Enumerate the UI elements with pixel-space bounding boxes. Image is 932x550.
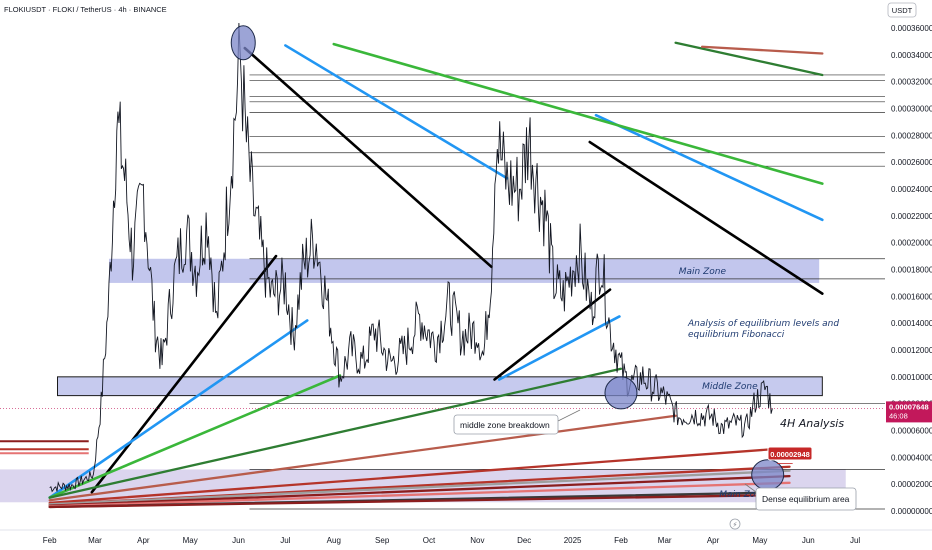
highlight-circle — [604, 376, 638, 410]
last-price-tag: 0.00007648 46:08 — [886, 401, 932, 423]
y-tick-label: 0.00002000 — [891, 480, 932, 489]
symbol-header: FLOKIUSDT · FLOKI / TetherUS · 4h · BINA… — [4, 5, 167, 14]
trend-line — [48, 319, 309, 499]
zone-label-main-upper: Main Zone — [679, 267, 727, 277]
currency-button[interactable]: USDT — [887, 2, 917, 18]
zone-label-main-lower: Main Zone — [719, 490, 767, 500]
y-tick-label: 0.00026000 — [891, 158, 932, 167]
y-tick-label: 0.00016000 — [891, 292, 932, 301]
y-tick-label: 0.00020000 — [891, 239, 932, 248]
trend-line — [243, 46, 493, 269]
timeframe-label: 4H Analysis — [780, 417, 844, 430]
trend-line — [48, 469, 791, 506]
y-tick-label: 0.00012000 — [891, 346, 932, 355]
x-tick-label: Oct — [423, 536, 436, 545]
y-tick-label: 0.00032000 — [891, 78, 932, 87]
trend-line — [332, 42, 824, 185]
y-tick-label: 0.00022000 — [891, 212, 932, 221]
trend-line — [48, 493, 791, 509]
trend-line — [48, 367, 623, 499]
y-tick-label: 0.00028000 — [891, 131, 932, 140]
event-marker[interactable]: ⚡ — [729, 518, 741, 530]
trend-line — [674, 41, 824, 77]
x-tick-label: Jul — [850, 536, 860, 545]
x-tick-label: Aug — [327, 536, 341, 545]
trend-line — [48, 414, 677, 502]
trend-lines-layer — [48, 41, 824, 509]
x-tick-label: Mar — [88, 536, 102, 545]
x-tick-label: Sep — [375, 536, 390, 545]
callout-breakdown: middle zone breakdown — [453, 409, 581, 435]
level-marker-text: 0.00002948 — [770, 450, 810, 459]
x-tick-label: Feb — [614, 536, 628, 545]
x-tick-label: Jun — [232, 536, 245, 545]
trend-line — [90, 254, 278, 494]
time-axis-background — [0, 530, 885, 550]
x-tick-label: Mar — [658, 536, 672, 545]
x-tick-label: Nov — [470, 536, 484, 545]
x-tick-label: 2025 — [564, 536, 582, 545]
y-tick-label: 0.00030000 — [891, 105, 932, 114]
zone-label-middle: Middle Zone — [702, 382, 758, 392]
price-series-layer — [0, 22, 885, 493]
x-tick-label: Jul — [280, 536, 290, 545]
trend-line — [48, 446, 791, 505]
callout-dense: Dense equilibrium area — [744, 483, 857, 511]
time-axis[interactable]: Feb Mar Apr May Jun Jul Aug Sep Oct Nov Dec 2025 Feb… — [43, 536, 861, 545]
x-tick-label: Dec — [517, 536, 531, 545]
price-axis-background — [885, 0, 932, 550]
x-tick-label: Feb — [43, 536, 57, 545]
y-tick-label: 0.00024000 — [891, 185, 932, 194]
trend-line — [700, 45, 824, 55]
last-price-value: 0.00007648 — [889, 402, 929, 411]
x-tick-label: May — [183, 536, 198, 545]
currency-label: USDT — [892, 6, 913, 15]
y-tick-label: 0.00006000 — [891, 427, 932, 436]
callout-breakdown-text: middle zone breakdown — [460, 420, 550, 430]
analysis-text-line2: equilibrium Fibonacci — [688, 330, 785, 340]
last-price-countdown: 46:08 — [889, 411, 908, 420]
trend-line — [284, 44, 509, 180]
y-tick-label: 0.00014000 — [891, 319, 932, 328]
trend-line — [594, 113, 824, 222]
y-tick-label: 0.00018000 — [891, 266, 932, 275]
x-tick-label: Jun — [802, 536, 815, 545]
y-tick-label: 0.00000000 — [891, 507, 932, 516]
y-tick-label: 0.00004000 — [891, 453, 932, 462]
highlight-circle — [751, 459, 785, 491]
x-tick-label: Apr — [707, 536, 720, 545]
early-lines-layer — [0, 440, 89, 455]
trend-line — [48, 474, 791, 507]
y-tick-label: 0.00036000 — [891, 24, 932, 33]
svg-text:⚡: ⚡ — [733, 521, 738, 529]
y-tick-label: 0.00034000 — [891, 51, 932, 60]
analysis-text-line1: Analysis of equilibrium levels and — [687, 319, 839, 329]
callout-dense-text: Dense equilibrium area — [762, 494, 850, 504]
trend-line — [588, 140, 824, 295]
x-tick-label: Apr — [137, 536, 150, 545]
level-marker: 0.00002948 — [767, 446, 813, 461]
x-tick-label: May — [752, 536, 767, 545]
horizontal-levels-layer — [249, 74, 885, 510]
trend-line — [48, 374, 342, 499]
price-line — [49, 22, 773, 493]
circles-layer — [230, 25, 793, 491]
y-tick-label: 0.00010000 — [891, 373, 932, 382]
trend-line — [48, 481, 791, 508]
trend-line — [497, 315, 621, 381]
highlight-circle — [230, 25, 256, 61]
